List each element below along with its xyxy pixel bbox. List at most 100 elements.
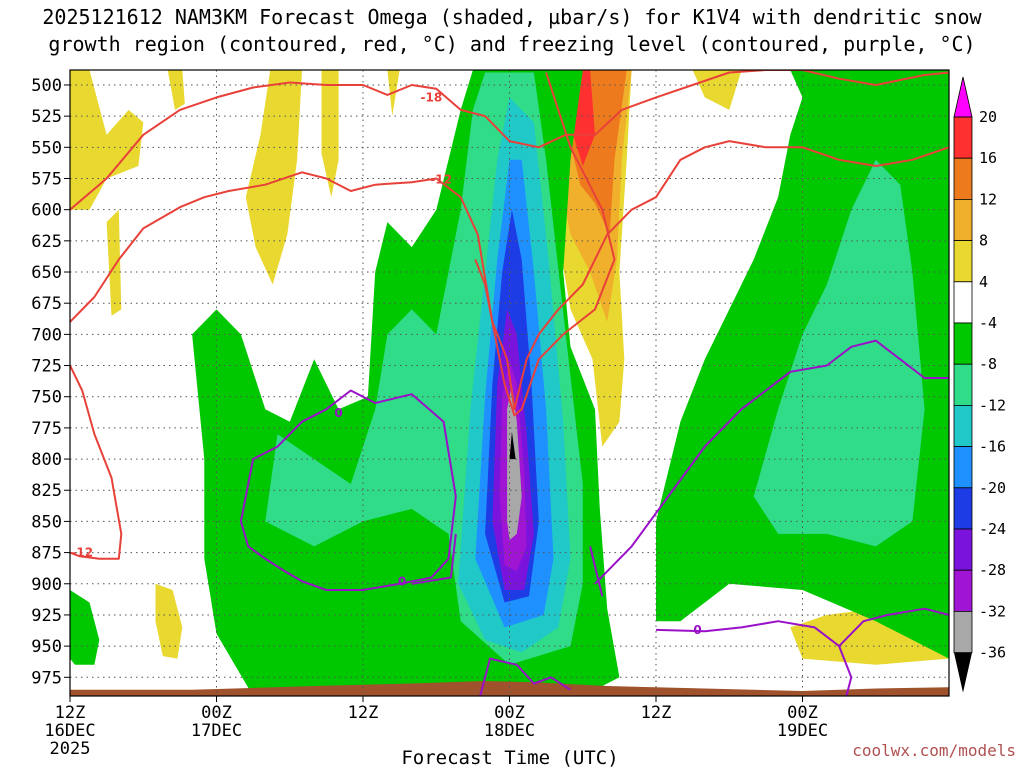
colorbar-label-1: 16: [979, 149, 997, 167]
omega-positive-region-4-6: [155, 583, 183, 659]
omega-positive-region-4-3: [321, 70, 339, 198]
contour-label--12: -12: [71, 546, 93, 560]
contour-label-0: 0: [693, 623, 701, 637]
plot-area: [70, 70, 949, 696]
y-tick-label-775: 775: [31, 419, 62, 439]
colorbar-label-6: -8: [979, 355, 997, 373]
y-tick-label-750: 750: [31, 388, 62, 408]
colorbar-swatch-5: [953, 281, 973, 324]
x-tick-label-6-1: 00Z: [201, 703, 232, 723]
omega-negative-region--36-10: [507, 384, 522, 541]
colorbar-label-5: -4: [979, 314, 997, 332]
omega-negative-region--12-4: [753, 159, 925, 547]
colorbar-top-arrow-outline: [953, 76, 973, 118]
y-axis: 500 525 550 575 600 625 650 675 700 725 750 775 800 8…: [31, 76, 70, 688]
omega-positive-region-4-0: [70, 70, 144, 210]
contour-line-dgz--12-3: [474, 72, 616, 417]
colorbar-swatch-10: [953, 487, 973, 530]
colorbar-swatch-9: [953, 446, 973, 489]
contour-line-dgz--12-2: [70, 365, 123, 560]
x-axis-title: Forecast Time (UTC): [401, 747, 618, 768]
y-tick-label-500: 500: [31, 76, 62, 96]
contour-label--12: -12: [430, 173, 452, 187]
colorbar-swatch-8: [953, 404, 973, 447]
terrain: [70, 681, 949, 696]
colorbar-swatch-1: [953, 116, 973, 159]
omega-positive-region-4-2: [245, 70, 302, 285]
colorbar: 20 16 12 8 4 -4 -8 -12 -16 -20 -24 -28 -32 -36: [953, 76, 1006, 693]
y-tick-label-525: 525: [31, 107, 62, 127]
contour-line-freezing-0-7: [589, 546, 604, 597]
y-tick-label-925: 925: [31, 606, 62, 626]
colorbar-swatch-7: [953, 363, 973, 406]
contour-label-0: 0: [398, 574, 406, 588]
omega-negative-region-<-36-11: [509, 431, 516, 460]
colorbar-label-0: 20: [979, 108, 997, 126]
y-tick-label-800: 800: [31, 450, 62, 470]
colorbar-label-8: -16: [979, 438, 1006, 456]
contours: -18 -12 -12 0 0 0: [70, 70, 949, 696]
y-tick-label-550: 550: [31, 138, 62, 158]
x-tick-label-30-1: 00Z: [787, 703, 818, 723]
colorbar-label-4: 4: [979, 273, 988, 291]
contour-line-freezing-0-9: [838, 607, 949, 647]
contour-line-dgz--18-0: [70, 70, 949, 211]
contour-line-freezing-0-8: [655, 620, 853, 696]
y-tick-label-875: 875: [31, 544, 62, 564]
colorbar-top-arrow: [954, 77, 972, 117]
colorbar-swatch-2: [953, 157, 973, 200]
x-tick-label-18-1: 00Z: [494, 703, 525, 723]
title-line-2: growth region (contoured, red, °C) and f…: [48, 32, 975, 56]
y-tick-label-825: 825: [31, 481, 62, 501]
y-tick-label-575: 575: [31, 169, 62, 189]
colorbar-label-10: -24: [979, 520, 1006, 538]
y-tick-label-675: 675: [31, 294, 62, 314]
contour-line-freezing-0-5: [411, 533, 457, 585]
colorbar-label-9: -20: [979, 479, 1006, 497]
colorbar-label-7: -12: [979, 396, 1006, 414]
y-tick-label-975: 975: [31, 668, 62, 688]
y-tick-label-625: 625: [31, 232, 62, 252]
y-tick-label-650: 650: [31, 263, 62, 283]
contour-label-0: 0: [334, 406, 342, 420]
contour-line-freezing-0-6: [594, 339, 949, 585]
x-tick-label-0-2: 16DEC: [44, 721, 95, 741]
contour-line-freezing-0-4: [239, 389, 457, 591]
x-tick-label-0-3: 2025: [50, 739, 91, 759]
omega-positive-region-4-1: [167, 70, 185, 110]
x-tick-label-6-2: 17DEC: [191, 721, 242, 741]
colorbar-swatch-6: [953, 322, 973, 365]
contour-line-freezing-0-10: [479, 657, 572, 696]
omega-positive-region-4-5: [106, 209, 122, 316]
x-tick-label-24-1: 12Z: [641, 703, 672, 723]
y-tick-label-600: 600: [31, 201, 62, 221]
y-tick-label-725: 725: [31, 357, 62, 377]
colorbar-swatch-4: [953, 240, 973, 283]
colorbar-label-3: 8: [979, 232, 988, 250]
y-tick-label-950: 950: [31, 637, 62, 657]
colorbar-label-12: -32: [979, 602, 1006, 620]
x-tick-label-12-1: 12Z: [348, 703, 379, 723]
colorbar-swatch-11: [953, 528, 973, 571]
x-tick-label-30-2: 19DEC: [777, 721, 828, 741]
colorbar-label-11: -28: [979, 561, 1006, 579]
colorbar-label-2: 12: [979, 190, 997, 208]
contour-label--18: -18: [421, 90, 443, 104]
y-tick-label-850: 850: [31, 512, 62, 532]
gridlines: [70, 70, 949, 696]
colorbar-label-13: -36: [979, 644, 1006, 662]
colorbar-swatch-12: [953, 569, 973, 612]
y-tick-label-900: 900: [31, 575, 62, 595]
x-tick-label-0-1: 12Z: [55, 703, 86, 723]
colorbar-swatch-13: [953, 611, 973, 654]
x-tick-label-18-2: 18DEC: [484, 721, 535, 741]
contour-line-dgz--12-1: [70, 140, 949, 411]
colorbar-swatch-3: [953, 198, 973, 241]
omega-negative-region--8-2: [70, 590, 100, 665]
y-tick-label-700: 700: [31, 325, 62, 345]
title-line-1: 2025121612 NAM3KM Forecast Omega (shaded…: [42, 5, 982, 29]
colorbar-bottom-arrow: [954, 652, 972, 693]
credit-link[interactable]: coolwx.com/models: [852, 741, 1016, 760]
